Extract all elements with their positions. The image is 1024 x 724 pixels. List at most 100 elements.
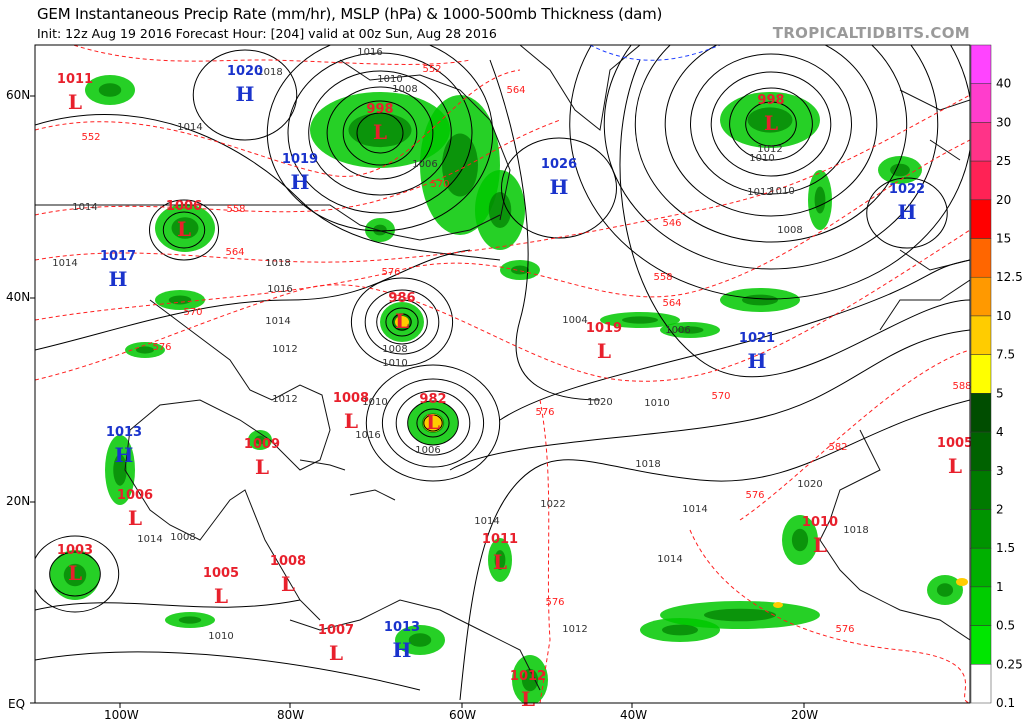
pressure-value: 1007 (318, 623, 354, 638)
isobar (459, 399, 970, 701)
colorbar-label: 0.5 (996, 619, 1015, 633)
isobar (392, 313, 412, 331)
isobar-label: 1012 (562, 624, 587, 635)
isobar (866, 177, 948, 249)
precip-area-heavy (488, 192, 512, 228)
pressure-value: 1011 (57, 72, 93, 87)
isobar (287, 52, 473, 214)
isobar (326, 86, 434, 180)
brand-watermark: TROPICALTIDBITS.COM (772, 24, 970, 42)
thickness-label: 576 (152, 342, 171, 353)
colorbar-swatch (970, 547, 992, 588)
isobar (356, 112, 404, 154)
lon-label-40w: 40W (620, 708, 648, 722)
lon-label-100w: 100W (104, 708, 139, 722)
isobar (376, 299, 428, 345)
low-pressure-center: 1006 L (117, 488, 153, 530)
precip-area-heavy (63, 563, 87, 587)
isobar (416, 408, 450, 438)
pressure-letter: H (393, 638, 412, 662)
colorbar-label: 5 (996, 386, 1004, 400)
pressure-value: 1013 (106, 425, 142, 440)
isobar (395, 390, 471, 456)
high-pressure-center: 1017 H (100, 249, 136, 291)
precip-area-heavy (511, 265, 529, 275)
precip-area-heavy (742, 294, 778, 306)
low-pressure-center: 1003 L (57, 543, 93, 585)
colorbar-swatch (970, 160, 992, 201)
thickness-label: 546 (662, 218, 681, 229)
isobar-label: 1014 (137, 534, 162, 545)
low-pressure-center: 986 L (388, 291, 415, 333)
low-pressure-center: 1012 L (510, 669, 546, 711)
pressure-letter: L (597, 339, 611, 363)
pressure-letter: L (395, 309, 409, 333)
pressure-value: 1022 (889, 182, 925, 197)
lat-label-20n: 20N (6, 494, 31, 508)
thickness-contour-cold (589, 45, 721, 61)
colorbar-swatch (970, 122, 992, 162)
isobar-label: 1012 (747, 187, 772, 198)
lat-label-60n: 60N (6, 88, 31, 102)
isobar (489, 59, 601, 401)
colorbar-swatch (970, 664, 992, 704)
lon-label-60w: 60W (449, 708, 477, 722)
isobar (350, 277, 454, 367)
thickness-contour (35, 229, 970, 382)
colorbar-swatch (970, 44, 992, 84)
isobar-label: 1010 (377, 74, 402, 85)
lat-label-40n: 40N (6, 290, 31, 304)
isobar-label: 1012 (272, 344, 297, 355)
coastline (819, 429, 970, 641)
pressure-letter: L (813, 533, 827, 557)
colorbar-swatch (970, 83, 992, 123)
pressure-value: 998 (366, 102, 393, 117)
isobar-label: 1018 (843, 525, 868, 536)
pressure-value: 1005 (203, 566, 239, 581)
isobar (35, 535, 120, 613)
precip-area-heavy (113, 454, 127, 486)
pressure-value: 1019 (282, 152, 318, 167)
precip-area-heavy (890, 163, 910, 177)
pressure-value: 1019 (586, 321, 622, 336)
precip-area-intense (773, 602, 783, 608)
colorbar-label: 4 (996, 425, 1004, 439)
isobar (501, 137, 617, 239)
precip-area-heavy (168, 295, 192, 305)
pressure-letter: L (948, 454, 962, 478)
colorbar-label: 3 (996, 464, 1004, 478)
low-pressure-center: 1010 L (802, 515, 838, 557)
high-pressure-center: 1013 H (384, 620, 420, 662)
thickness-contour (689, 529, 970, 703)
isobar-label: 1010 (644, 398, 669, 409)
isobar-label: 1008 (392, 84, 417, 95)
isobar (365, 364, 501, 482)
isobar (729, 87, 813, 161)
pressure-letter: L (373, 120, 387, 144)
precip-area-heavy (494, 550, 506, 570)
colorbar-swatch (970, 470, 992, 510)
isobar (49, 551, 101, 597)
pressure-letter: L (214, 584, 228, 608)
colorbar-label: 2 (996, 502, 1004, 516)
pressure-letter: L (493, 550, 507, 574)
colorbar-swatch (970, 625, 992, 665)
colorbar-label: 20 (996, 193, 1011, 207)
colorbar-label: 40 (996, 77, 1011, 91)
precip-area-heavy (747, 107, 793, 133)
pressure-letter: H (109, 267, 128, 291)
precip-area-heavy (442, 133, 478, 197)
isobar-label: 1010 (208, 631, 233, 642)
pressure-value: 1010 (802, 515, 838, 530)
pressure-value: 1008 (333, 391, 369, 406)
thickness-label: 570 (711, 391, 730, 402)
lat-label-eq: EQ (8, 697, 26, 711)
isobar (381, 378, 485, 468)
isobar-label: 1014 (265, 316, 290, 327)
colorbar-swatch (970, 315, 992, 355)
colorbar: 40 30 25 20 15 12.5 10 7.5 5 4 3 2 1.5 1 0.5 0.25 0.1 (970, 44, 1023, 710)
colorbar-label: 0.1 (996, 696, 1015, 710)
isobar-label: 1018 (265, 258, 290, 269)
low-pressure-center: 1009 L (244, 437, 280, 479)
